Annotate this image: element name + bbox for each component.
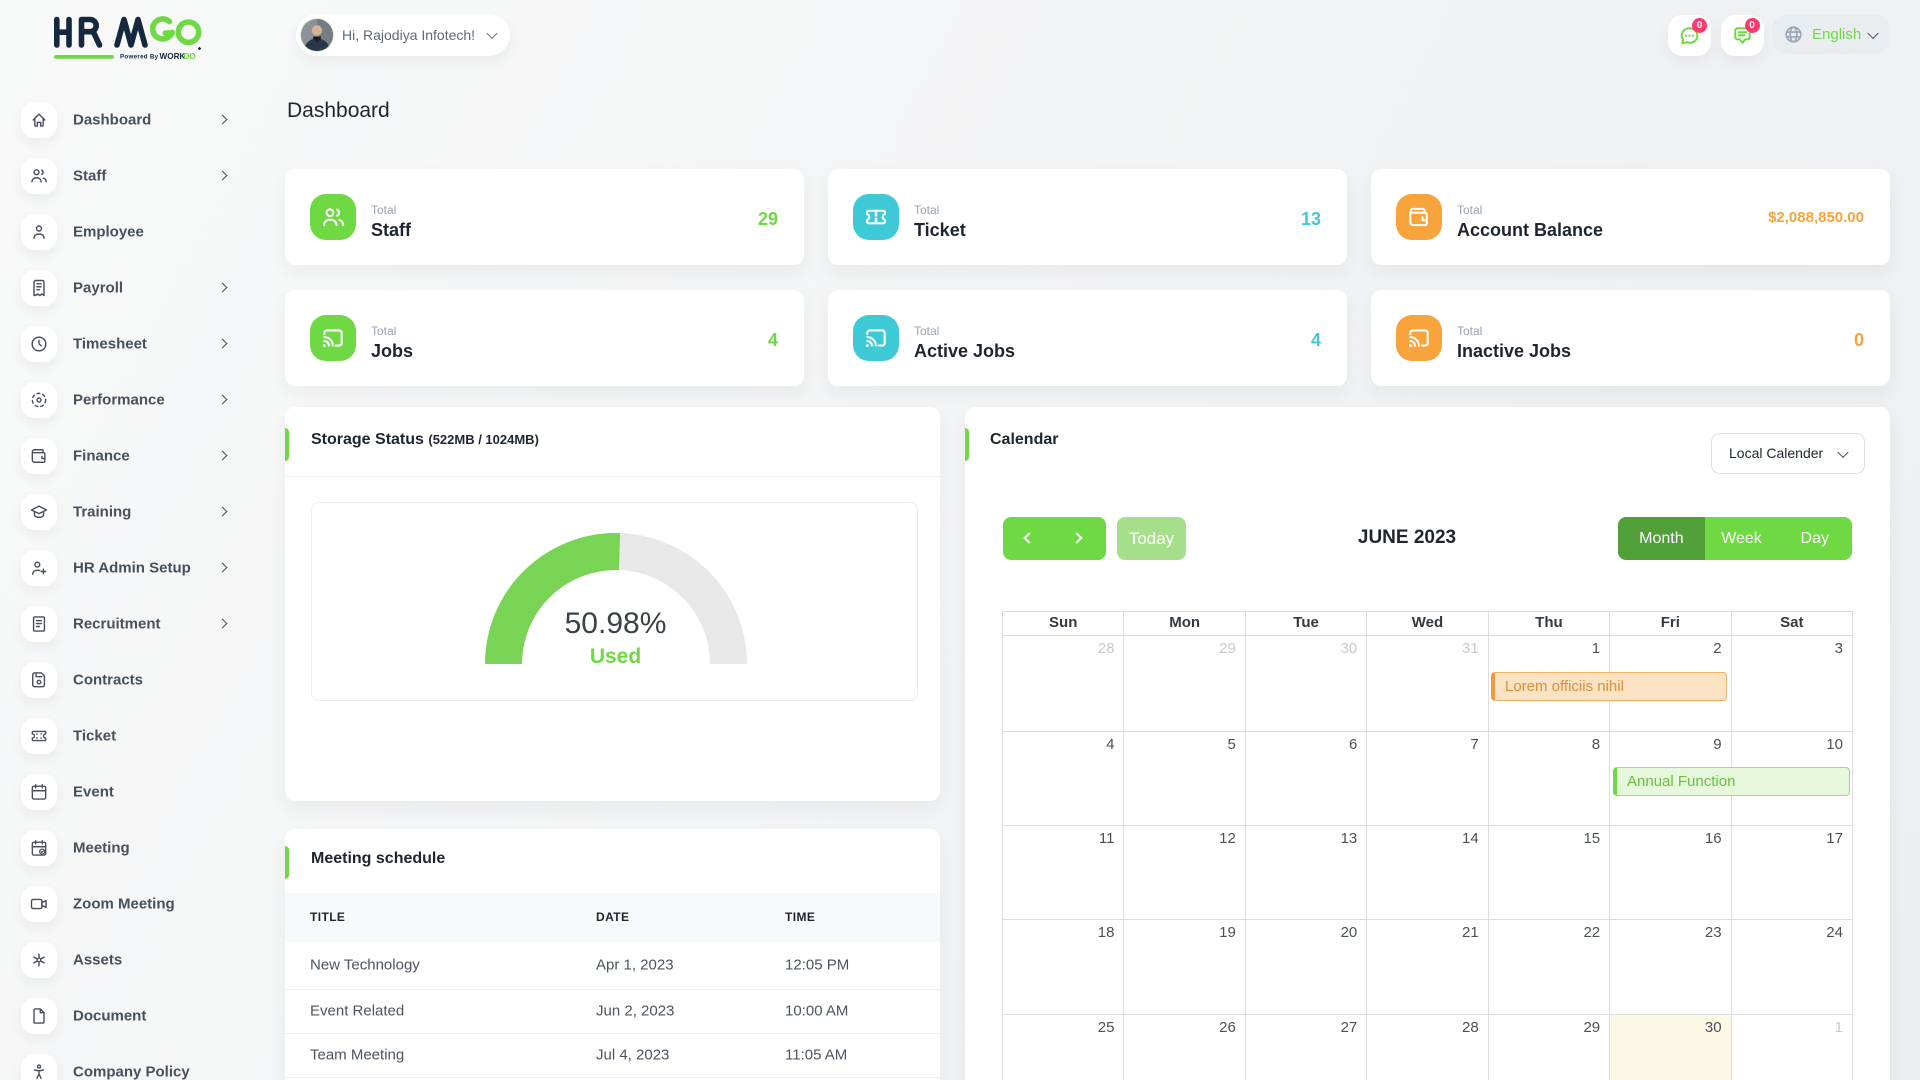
svg-text:DO: DO (184, 52, 197, 60)
svg-text:WORK: WORK (160, 52, 186, 60)
svg-text:Powered By: Powered By (120, 54, 159, 61)
